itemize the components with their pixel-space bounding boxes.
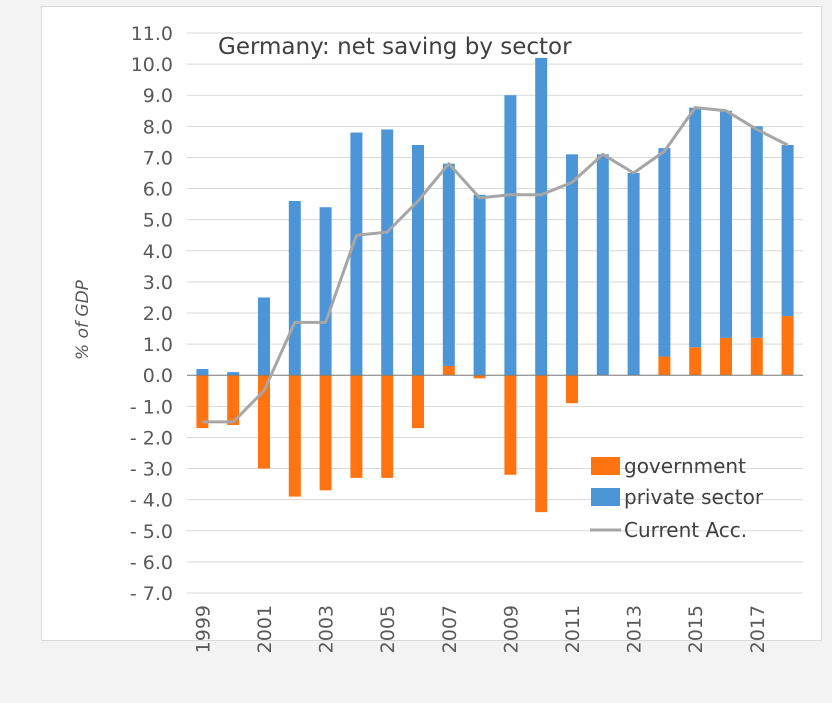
bar-government-2011 [566, 375, 578, 404]
bar-private-sector-2006 [412, 145, 424, 376]
legend: government private sector Current Acc. [590, 454, 764, 542]
x-tick-label: 2001 [254, 605, 276, 653]
bar-government-2016 [720, 337, 732, 376]
bar-government-1999 [196, 375, 209, 429]
y-tick-label: 7.0 [143, 147, 173, 169]
y-tick-label: 3.0 [143, 272, 173, 294]
bar-government-2000 [227, 375, 240, 425]
bar-private-sector-2001 [258, 297, 270, 376]
x-tick-label: 2017 [747, 605, 769, 653]
y-tick-label: 11.0 [131, 23, 173, 45]
bar-private-sector-1999 [196, 369, 209, 376]
y-tick-label: - 6.0 [130, 552, 173, 574]
x-tick-label: 2003 [316, 605, 338, 653]
y-tick-label: - 2.0 [130, 427, 173, 449]
y-tick-label: - 7.0 [130, 583, 173, 605]
chart-title: Germany: net saving by sector [218, 34, 572, 60]
bar-government-2007 [442, 365, 455, 376]
x-tick-label: 2013 [624, 605, 646, 653]
bar-private-sector-2002 [288, 201, 301, 376]
y-tick-label: - 1.0 [130, 396, 173, 418]
bar-government-2004 [350, 375, 363, 478]
y-tick-label: 8.0 [143, 116, 173, 138]
x-tick-label: 2009 [500, 605, 522, 653]
y-tick-label: 2.0 [143, 303, 173, 325]
x-tick-label: 2015 [685, 605, 707, 653]
bar-private-sector-2011 [566, 154, 578, 376]
legend-swatch-government [591, 457, 620, 475]
bar-government-2018 [781, 316, 794, 376]
bar-government-2005 [381, 375, 394, 478]
bar-government-2008 [473, 375, 486, 379]
bar-private-sector-2005 [381, 129, 394, 376]
legend-label-private-sector: private sector [624, 485, 764, 509]
y-tick-label: 0.0 [143, 365, 173, 387]
bar-government-2017 [750, 337, 763, 376]
bars [196, 57, 794, 513]
bar-private-sector-2014 [658, 148, 671, 357]
x-tick-labels: 1999 2001 2003 2005 2007 2009 2011 2013 2015 2017 [192, 605, 768, 653]
y-tick-labels: 11.0 10.0 9.0 8.0 7.0 6.0 5.0 4.0 3.0 2.0 1.0 0.0 - … [130, 23, 173, 605]
y-tick-label: - 4.0 [130, 490, 173, 512]
x-tick-label: 1999 [192, 605, 214, 653]
bar-government-2002 [288, 375, 301, 497]
bar-private-sector-2017 [750, 126, 763, 338]
bar-private-sector-2010 [535, 57, 548, 376]
y-tick-label: 9.0 [143, 85, 173, 107]
bar-government-2001 [258, 375, 270, 469]
bar-private-sector-2016 [720, 110, 732, 338]
bar-government-2014 [658, 356, 671, 376]
bar-private-sector-2003 [319, 207, 332, 376]
y-axis-label: % of GDP [73, 279, 93, 360]
bar-government-2010 [535, 375, 548, 513]
y-tick-label: - 5.0 [130, 521, 173, 543]
bar-government-2009 [504, 375, 517, 475]
bar-government-2006 [412, 375, 424, 429]
y-tick-label: 4.0 [143, 241, 173, 263]
y-tick-label: 6.0 [143, 179, 173, 201]
y-tick-label: 1.0 [143, 334, 173, 356]
gridlines [187, 32, 803, 594]
legend-label-government: government [624, 454, 746, 478]
x-tick-label: 2007 [439, 605, 461, 653]
y-tick-label: 5.0 [143, 210, 173, 232]
legend-swatch-private-sector [591, 488, 620, 506]
y-tick-label: - 3.0 [130, 459, 173, 481]
bar-government-2015 [689, 347, 702, 376]
x-tick-label: 2005 [377, 605, 399, 653]
bar-private-sector-2000 [227, 372, 240, 376]
current-account-line [202, 106, 789, 424]
legend-label-current-account: Current Acc. [624, 518, 747, 542]
x-tick-label: 2011 [562, 605, 584, 653]
bar-private-sector-2018 [781, 145, 794, 317]
bar-private-sector-2004 [350, 132, 363, 376]
bar-private-sector-2013 [627, 173, 640, 376]
bar-private-sector-2015 [689, 107, 702, 348]
bar-private-sector-2007 [442, 163, 455, 366]
y-tick-label: 10.0 [131, 54, 173, 76]
bar-private-sector-2008 [473, 194, 486, 376]
bar-private-sector-2009 [504, 95, 517, 376]
bar-private-sector-2012 [596, 154, 609, 376]
bar-government-2003 [319, 375, 332, 491]
